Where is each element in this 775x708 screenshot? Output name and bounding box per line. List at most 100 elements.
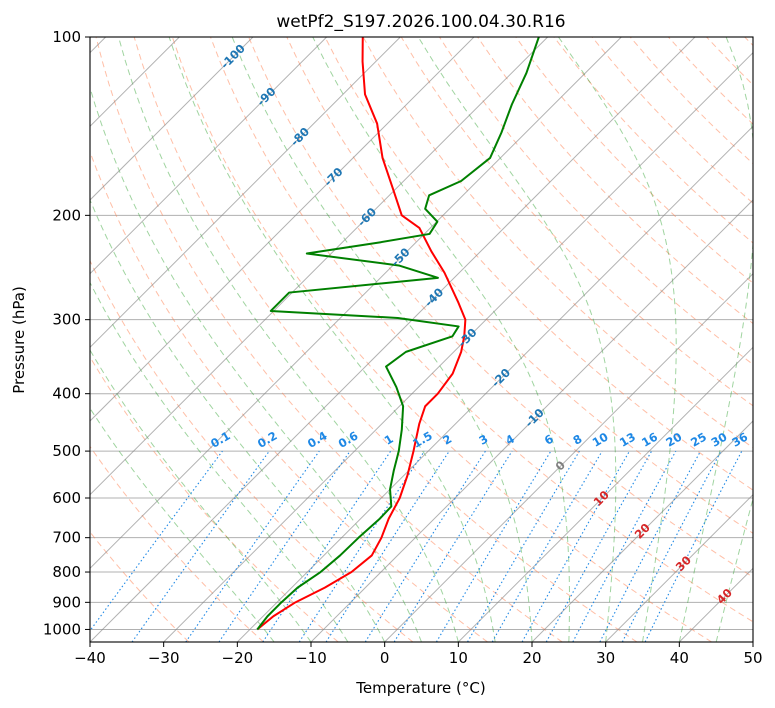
isotherm-line <box>90 37 549 496</box>
dry-adiabat <box>90 150 488 642</box>
isotherm-line <box>531 420 753 642</box>
mixing-ratio-label: 16 <box>639 430 660 450</box>
dry-adiabat <box>210 37 753 623</box>
y-tick-label: 900 <box>52 593 81 611</box>
mixing-ratio-line <box>298 450 425 642</box>
dry-adiabat <box>95 37 563 642</box>
mixing-ratio-line <box>435 450 552 642</box>
isotherm-label: 30 <box>673 553 694 574</box>
x-tick-label: −40 <box>74 649 106 667</box>
mixing-ratio-line <box>364 450 486 642</box>
mixing-ratio-label: 6 <box>542 432 556 448</box>
mixing-ratio-label: 30 <box>709 430 730 450</box>
mixing-ratio-label: 2 <box>440 432 454 448</box>
mixing-ratio-label: 20 <box>663 430 684 450</box>
moist-adiabat <box>90 198 386 642</box>
isotherm-line <box>90 37 622 570</box>
chart-title: wetPf2_S197.2026.100.04.30.R16 <box>276 12 565 32</box>
y-tick-label: 400 <box>52 385 81 403</box>
isotherm-line <box>163 51 753 642</box>
dry-adiabat <box>90 531 190 642</box>
mixing-ratio-line <box>185 450 320 642</box>
moist-adiabat <box>90 349 312 642</box>
moist-adiabat <box>90 86 422 642</box>
mixing-ratio-line <box>521 450 630 642</box>
isotherm-label: -50 <box>388 245 413 270</box>
isotherm-line <box>457 346 753 642</box>
mixing-ratio-label: 8 <box>570 432 584 448</box>
plot-frame <box>89 36 754 643</box>
dry-adiabat <box>591 37 753 204</box>
isotherm-line <box>90 37 696 642</box>
x-tick-label: −30 <box>148 649 180 667</box>
sounding-traces <box>256 37 540 631</box>
moist-adiabat <box>231 37 533 642</box>
mixing-ratio-label: 4 <box>503 432 517 448</box>
y-tick-label: 1000 <box>43 620 81 638</box>
dry-adiabat <box>133 37 638 642</box>
mixing-ratio-label: 13 <box>617 430 638 450</box>
mixing-ratio-label: 10 <box>590 430 611 450</box>
dry-adiabat <box>744 37 753 47</box>
moist-adiabat <box>312 37 570 642</box>
mixing-ratio-label: 1 <box>382 432 396 448</box>
x-tick-label: 50 <box>743 649 762 667</box>
mixing-ratio-line <box>218 450 351 642</box>
mixing-ratio-line <box>572 450 677 642</box>
y-tick-label: 100 <box>52 28 81 46</box>
x-tick-label: 0 <box>380 649 390 667</box>
dry-adiabat <box>90 356 339 642</box>
dry-adiabat <box>668 37 753 125</box>
x-tick-label: −20 <box>222 649 254 667</box>
x-tick-label: −10 <box>295 649 327 667</box>
mixing-ratio-label: 0.6 <box>336 428 361 450</box>
isotherm-line <box>752 641 753 642</box>
isotherm-line <box>90 37 475 422</box>
dry-adiabat <box>706 37 753 86</box>
isotherm-gridlines <box>90 37 753 642</box>
y-tick-label: 700 <box>52 529 81 547</box>
moist-adiabat <box>558 37 677 642</box>
x-tick-label: 30 <box>596 649 615 667</box>
mixing-ratio-line <box>131 450 270 642</box>
x-tick-label: 20 <box>522 649 541 667</box>
x-tick-label: 10 <box>449 649 468 667</box>
mixing-ratio-label: 3 <box>476 432 490 448</box>
moist-adiabat <box>417 37 617 642</box>
isotherm-label: -80 <box>288 124 313 149</box>
temperature-line <box>256 37 467 631</box>
dry-adiabat <box>477 37 753 325</box>
x-tick-label: 40 <box>670 649 689 667</box>
dry-adiabat <box>553 37 753 244</box>
dry-adiabat <box>90 259 414 642</box>
moist-adiabat <box>118 37 459 642</box>
dry-adiabat <box>286 37 753 534</box>
isotherm-line <box>678 567 753 642</box>
y-tick-label: 300 <box>52 311 81 329</box>
pressure-gridlines <box>90 37 753 630</box>
gridline-labels: -100-90-80-70-60-50-40-30-20-10010203040… <box>208 41 750 607</box>
isotherm-line <box>90 37 328 275</box>
x-axis-ticks: −40 −30 −20 −10 0 10 20 30 40 50 <box>74 642 763 667</box>
mixing-ratio-line <box>545 450 653 642</box>
moist-adiabat <box>90 407 275 642</box>
isotherm-line <box>90 37 254 201</box>
isotherm-label: -90 <box>254 84 279 109</box>
mixing-ratio-line <box>599 450 702 642</box>
mixing-ratio-label: 36 <box>729 430 750 450</box>
isotherm-line <box>384 272 753 642</box>
mixing-ratio-line <box>467 450 580 642</box>
y-axis-label: Pressure (hPa) <box>10 286 28 394</box>
dewpoint-line <box>256 37 540 631</box>
y-tick-label: 200 <box>52 206 81 224</box>
dry-adiabat <box>171 37 712 642</box>
isotherm-label: 10 <box>591 488 612 509</box>
dry-adiabats <box>90 37 753 642</box>
isotherm-line <box>90 37 401 349</box>
dry-adiabat <box>324 37 753 491</box>
moist-adiabat <box>168 37 496 642</box>
y-tick-label: 800 <box>52 563 81 581</box>
mixing-ratio-label: 25 <box>688 430 709 450</box>
isotherm-line <box>605 493 753 642</box>
